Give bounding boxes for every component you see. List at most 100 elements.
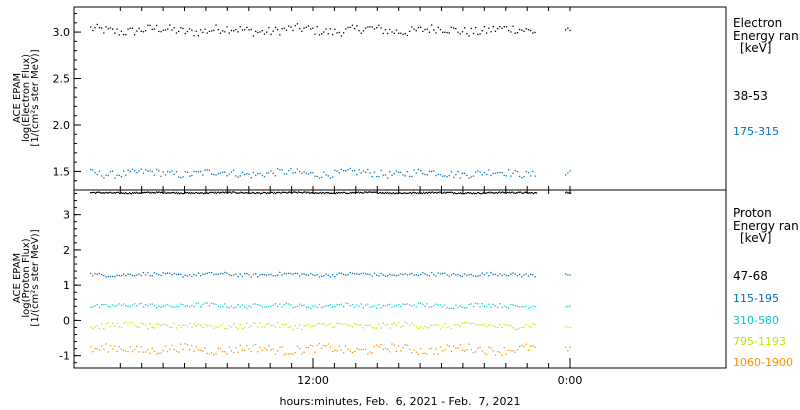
proton-point — [439, 304, 442, 306]
proton-point — [384, 324, 387, 327]
proton-point — [404, 321, 406, 323]
proton-point — [514, 273, 516, 275]
proton-point — [508, 275, 510, 277]
electron-point — [420, 26, 422, 28]
proton-point — [447, 191, 449, 193]
electron-point — [219, 172, 222, 174]
proton-point — [112, 192, 114, 194]
proton-point — [516, 349, 519, 351]
proton-point — [153, 304, 156, 307]
proton-point — [101, 192, 103, 194]
proton-point — [235, 326, 237, 329]
electron-point — [415, 172, 417, 174]
electron-point — [228, 173, 230, 175]
proton-point — [114, 276, 116, 278]
proton-point — [382, 192, 384, 194]
proton-point — [382, 274, 384, 276]
proton-point — [510, 303, 512, 306]
proton-point — [124, 193, 126, 195]
proton-point — [217, 347, 219, 349]
proton-point — [409, 348, 411, 351]
proton-point — [491, 192, 493, 194]
proton-point — [204, 302, 206, 304]
proton-point — [91, 192, 93, 194]
proton-point — [229, 191, 231, 193]
electron-point — [138, 27, 140, 29]
electron-point — [182, 176, 184, 178]
proton-point — [367, 353, 369, 355]
proton-point — [202, 303, 204, 306]
proton-point — [323, 344, 325, 347]
proton-point — [190, 193, 192, 195]
proton-point — [220, 191, 222, 194]
proton-point — [527, 349, 530, 351]
proton-point — [410, 191, 412, 194]
proton-point — [226, 272, 228, 274]
proton-point — [309, 192, 311, 194]
proton-point — [294, 272, 296, 274]
proton-point — [522, 192, 524, 194]
proton-point — [175, 350, 178, 352]
proton-point — [530, 306, 532, 309]
proton-legend-series-4: 795-1193 — [733, 335, 786, 348]
proton-point — [279, 326, 281, 329]
proton-y-tick-label-1: 0 — [63, 314, 70, 327]
proton-point — [234, 191, 236, 193]
proton-point — [312, 325, 314, 327]
electron-point — [266, 31, 268, 33]
proton-point — [459, 325, 461, 327]
electron-point — [481, 174, 483, 176]
proton-point — [215, 326, 217, 328]
proton-legend-title-3: [keV] — [740, 231, 771, 245]
proton-point — [200, 306, 202, 308]
electron-point — [354, 28, 356, 30]
proton-point — [228, 274, 230, 276]
electron-point — [261, 30, 263, 32]
electron-point — [277, 168, 279, 170]
proton-point — [307, 323, 310, 326]
electron-point — [417, 168, 420, 171]
proton-point — [112, 275, 114, 278]
electron-point — [367, 26, 369, 28]
proton-point — [382, 322, 384, 324]
proton-point — [340, 323, 343, 325]
proton-point — [365, 348, 367, 350]
proton-point — [162, 323, 164, 325]
proton-point — [358, 191, 360, 193]
electron-point — [116, 28, 118, 30]
proton-point — [451, 191, 453, 193]
proton-point — [387, 348, 389, 350]
electron-point — [475, 26, 477, 29]
proton-point — [332, 274, 334, 276]
proton-point — [292, 307, 294, 309]
proton-point — [353, 192, 355, 194]
proton-point — [351, 272, 354, 274]
proton-point — [345, 323, 347, 325]
proton-point — [343, 191, 345, 193]
electron-point — [274, 26, 277, 28]
electron-point — [338, 172, 340, 174]
electron-point — [439, 174, 442, 176]
proton-point — [379, 192, 381, 194]
proton-point — [381, 192, 383, 194]
proton-point — [453, 273, 455, 275]
proton-point — [157, 191, 159, 194]
proton-point — [221, 192, 223, 194]
electron-point — [134, 169, 136, 172]
proton-point — [424, 352, 426, 354]
electron-point — [336, 32, 338, 34]
proton-point — [455, 347, 457, 349]
proton-point — [437, 324, 439, 326]
electron-point — [384, 29, 387, 31]
proton-point — [404, 344, 406, 346]
electron-point — [325, 174, 327, 176]
electron-point — [505, 175, 508, 177]
electron-point — [382, 174, 384, 176]
electron-point — [206, 32, 208, 34]
electron-point — [530, 175, 532, 177]
proton-point — [279, 271, 281, 273]
electron-point — [233, 169, 235, 171]
electron-point — [257, 31, 259, 34]
electron-point — [230, 171, 233, 173]
